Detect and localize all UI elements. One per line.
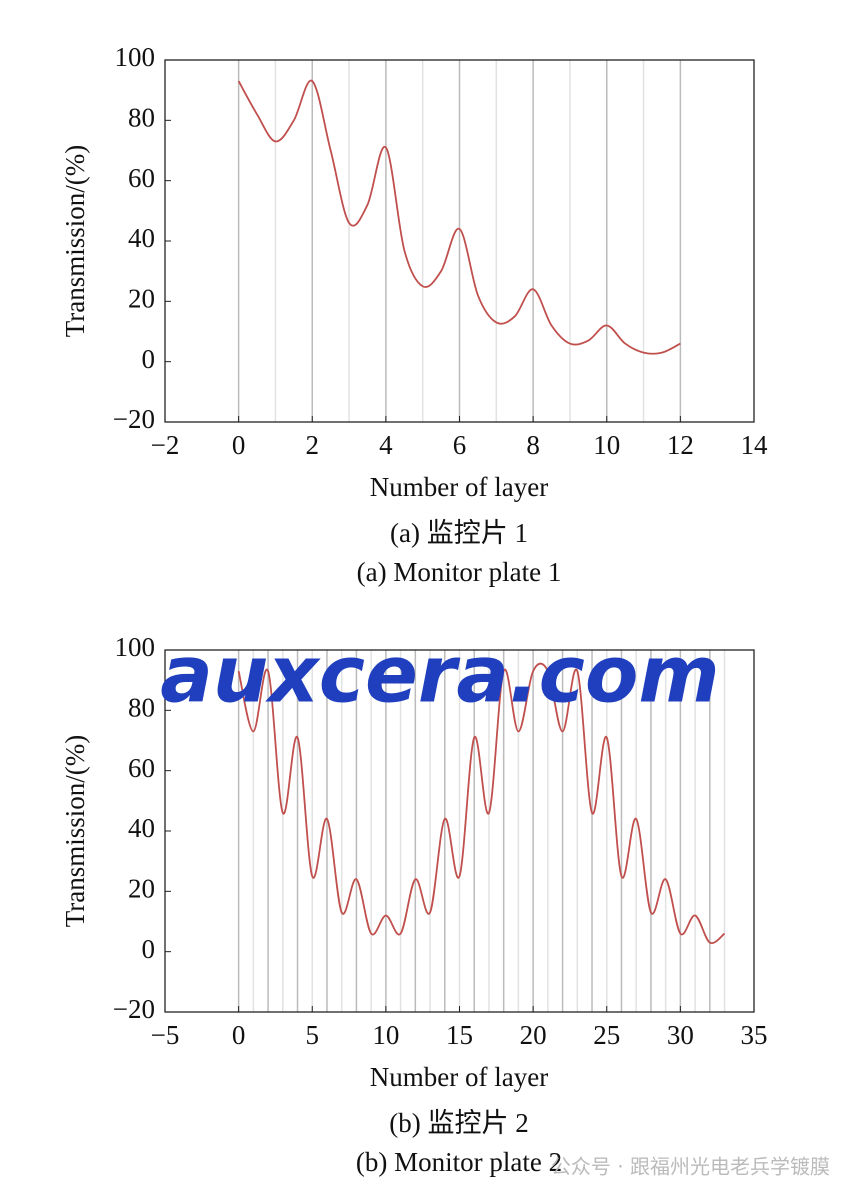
x-tick-label: 2 (306, 430, 320, 460)
y-tick-label: 0 (142, 344, 156, 374)
x-tick-label: 20 (520, 1020, 547, 1050)
y-tick-label: 20 (128, 874, 155, 904)
y-axis-label: Transmission/(%) (60, 145, 90, 338)
data-line (237, 80, 681, 355)
x-tick-label: 4 (379, 430, 393, 460)
y-tick-label: −20 (113, 404, 155, 434)
watermark-note: 公众号 · 跟福州光电老兵学镀膜 (551, 1155, 830, 1179)
x-tick-label: 10 (593, 430, 620, 460)
y-tick-label: 20 (128, 284, 155, 314)
x-tick-label: 6 (453, 430, 467, 460)
x-tick-label: 8 (526, 430, 540, 460)
y-tick-label: 100 (115, 42, 156, 72)
x-tick-label: 0 (232, 1020, 246, 1050)
x-tick-label: 10 (372, 1020, 399, 1050)
caption: (a) 监控片 1 (390, 518, 528, 548)
y-tick-label: 60 (128, 753, 155, 783)
x-tick-label: 35 (741, 1020, 768, 1050)
y-tick-label: 60 (128, 163, 155, 193)
data-line (237, 662, 726, 945)
caption-en: (b) Monitor plate 2 (356, 1147, 562, 1177)
y-tick-label: 40 (128, 813, 155, 843)
y-tick-label: 80 (128, 693, 155, 723)
caption-en: (a) Monitor plate 1 (357, 557, 562, 587)
x-tick-label: −5 (151, 1020, 180, 1050)
y-tick-label: 100 (115, 632, 156, 662)
y-axis-label: Transmission/(%) (60, 735, 90, 928)
x-tick-label: 25 (593, 1020, 620, 1050)
y-tick-label: 40 (128, 223, 155, 253)
y-tick-label: −20 (113, 994, 155, 1024)
watermark: auxcera.com (160, 630, 719, 720)
x-tick-label: −2 (151, 430, 180, 460)
x-tick-label: 12 (667, 430, 694, 460)
caption: (b) 监控片 2 (389, 1108, 528, 1138)
x-tick-label: 15 (446, 1020, 473, 1050)
x-axis-label: Number of layer (370, 1062, 548, 1092)
y-tick-label: 80 (128, 103, 155, 133)
y-tick-label: 0 (142, 934, 156, 964)
x-axis-label: Number of layer (370, 472, 548, 502)
x-tick-label: 5 (306, 1020, 320, 1050)
x-tick-label: 30 (667, 1020, 694, 1050)
x-tick-label: 14 (741, 430, 769, 460)
x-tick-label: 0 (232, 430, 246, 460)
